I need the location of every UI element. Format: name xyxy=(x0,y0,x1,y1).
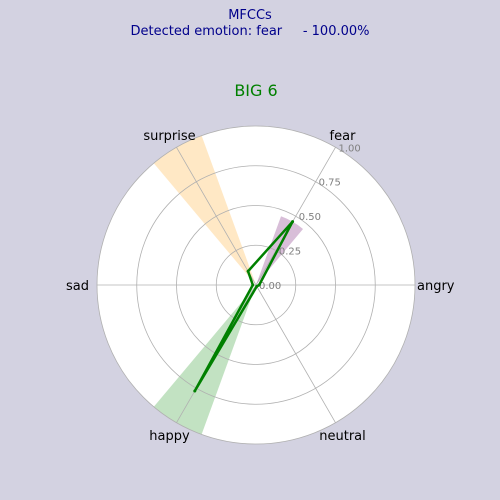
radial-tick-group: 0.00 0.25 0.50 0.75 1.00 xyxy=(259,143,361,292)
emotion-score: - 100.00% xyxy=(302,24,370,39)
data-point-neutral xyxy=(255,284,259,288)
series-group xyxy=(193,220,295,393)
spoke-fear xyxy=(255,147,336,286)
category-label-fear: fear xyxy=(330,129,357,144)
category-label-happy: happy xyxy=(149,429,190,444)
radial-tick-label: 0.00 xyxy=(259,281,281,292)
category-label-sad: sad xyxy=(66,279,89,294)
category-label-surprise: surprise xyxy=(143,129,195,144)
chart-title: MFCCs xyxy=(228,8,272,23)
data-point-happy xyxy=(193,389,197,393)
polar-title: BIG 6 xyxy=(234,81,277,100)
data-point-fear xyxy=(291,220,295,224)
radial-tick-label: 0.50 xyxy=(299,212,321,223)
sector-happy xyxy=(153,285,256,435)
detected-emotion-line: Detected emotion: fear - 100.00% xyxy=(0,24,500,40)
category-label-angry: angry xyxy=(417,279,455,294)
data-point-sad xyxy=(251,283,255,287)
header: MFCCs Detected emotion: fear - 100.00% xyxy=(0,8,500,40)
category-label-group: angry fear surprise sad happy neutral xyxy=(66,129,455,444)
category-label-neutral: neutral xyxy=(319,429,366,444)
spoke-neutral xyxy=(255,284,336,423)
spoke-surprise xyxy=(176,147,257,286)
sector-surprise xyxy=(153,135,256,285)
radial-tick-label: 0.25 xyxy=(279,247,301,258)
radial-tick-label: 0.75 xyxy=(319,178,341,189)
data-point-angry xyxy=(257,283,261,287)
radial-tick-label: 1.00 xyxy=(339,143,361,154)
detected-label: Detected emotion: xyxy=(130,24,253,39)
detected-emotion: fear xyxy=(256,24,283,39)
data-point-surprise xyxy=(246,269,250,273)
